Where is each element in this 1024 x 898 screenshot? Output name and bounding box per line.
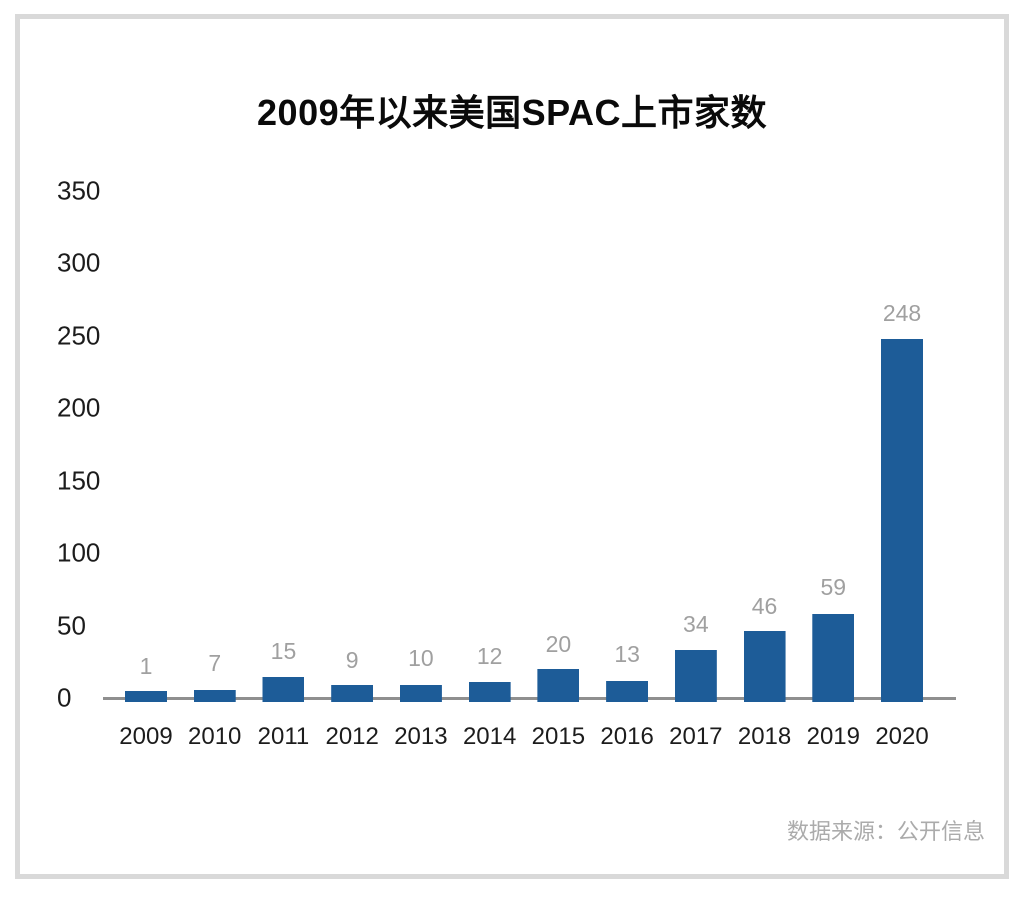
x-axis-tick-label: 2019 (806, 723, 860, 750)
y-axis-tick-label: 100 (57, 537, 101, 568)
y-axis-tick-label: 250 (57, 320, 101, 350)
x-axis-tick-label: 2016 (600, 723, 654, 750)
x-axis-tick-label: 2018 (737, 723, 792, 750)
bar-value-label: 46 (751, 593, 778, 619)
x-axis-tick-label: 2020 (875, 723, 929, 750)
x-axis-line (103, 697, 956, 700)
x-axis-tick-label: 2012 (325, 723, 379, 750)
bar-value-label: 7 (208, 650, 222, 676)
bar-2010 (193, 690, 236, 702)
x-axis-tick-label: 2014 (462, 723, 517, 750)
bar-value-label: 34 (683, 611, 709, 637)
bar-value-label: 15 (270, 638, 297, 664)
x-axis-tick-label: 2010 (188, 723, 242, 750)
x-axis-tick-label: 2011 (257, 723, 310, 750)
x-axis-tick-label: 2013 (394, 723, 448, 750)
bar-value-label: 10 (408, 645, 434, 671)
chart-frame-border (15, 14, 1009, 879)
bar-2020 (881, 339, 924, 702)
y-axis-tick-label: 150 (57, 465, 101, 495)
bar-2013 (399, 685, 442, 702)
x-axis-tick-label: 2017 (669, 723, 723, 750)
chart-title: 2009年以来美国SPAC上市家数 (257, 92, 767, 133)
y-axis-tick-label: 0 (57, 682, 72, 713)
bar-2009 (125, 691, 167, 702)
bar-value-label: 12 (476, 643, 503, 669)
y-axis-tick-label: 300 (57, 247, 101, 278)
y-axis-tick-label: 200 (57, 392, 101, 423)
bar-value-label: 9 (345, 647, 359, 673)
bar-2012 (331, 685, 374, 702)
bar-2019 (812, 614, 855, 702)
bar-2014 (468, 682, 511, 702)
bar-2017 (674, 650, 717, 702)
bar-value-label: 248 (882, 300, 922, 326)
bar-value-label: 13 (614, 641, 640, 667)
bar-2015 (537, 669, 580, 702)
x-axis-tick-label: 2015 (531, 723, 586, 750)
bar-2011 (262, 677, 305, 702)
bar-2018 (743, 631, 786, 702)
y-axis-tick-label: 50 (57, 610, 86, 640)
bar-2016 (606, 681, 649, 702)
y-axis-tick-label: 350 (57, 175, 101, 205)
bar-value-label: 1 (139, 653, 153, 679)
bar-value-label: 20 (545, 631, 572, 657)
bar-value-label: 59 (820, 574, 847, 600)
x-axis-tick-label: 2009 (119, 723, 173, 750)
data-source-note: 数据来源：公开信息 (786, 819, 985, 844)
